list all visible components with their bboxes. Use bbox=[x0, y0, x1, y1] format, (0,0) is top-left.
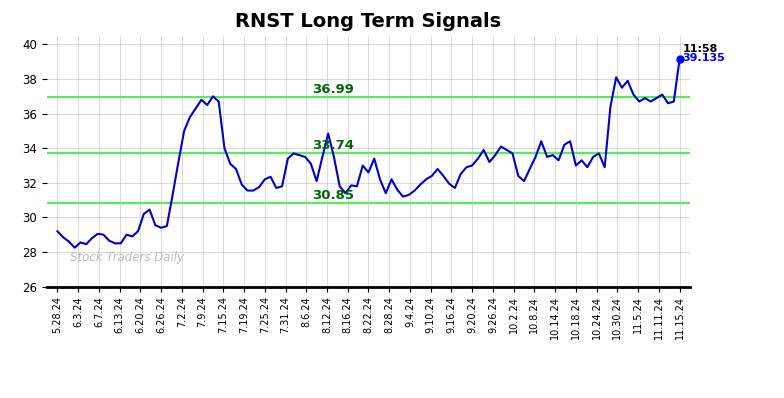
Title: RNST Long Term Signals: RNST Long Term Signals bbox=[235, 12, 502, 31]
Text: 33.74: 33.74 bbox=[313, 139, 354, 152]
Text: 11:58: 11:58 bbox=[683, 44, 718, 54]
Text: Stock Traders Daily: Stock Traders Daily bbox=[70, 251, 183, 264]
Text: 36.99: 36.99 bbox=[313, 83, 354, 96]
Text: 39.135: 39.135 bbox=[683, 53, 725, 63]
Text: 30.85: 30.85 bbox=[313, 189, 354, 202]
